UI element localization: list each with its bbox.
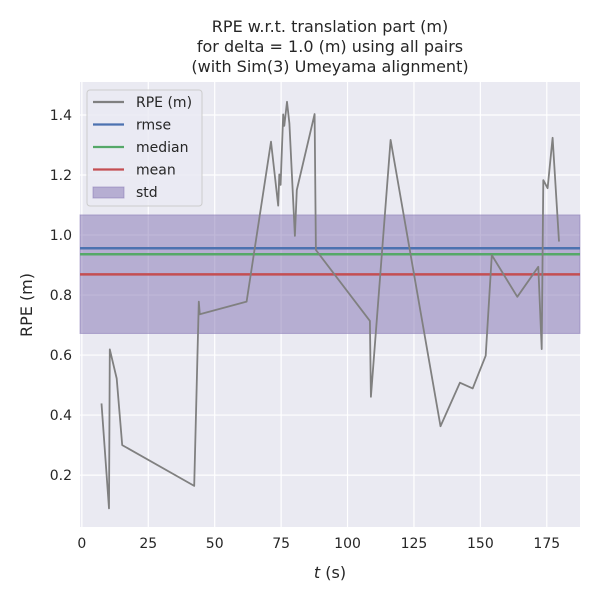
y-tick-label: 0.8 (50, 288, 72, 304)
y-tick-label: 1.2 (50, 168, 72, 184)
legend-label: mean (136, 163, 176, 179)
y-tick-label: 0.2 (50, 468, 72, 484)
x-tick-label: 125 (401, 536, 428, 552)
legend-box (86, 89, 203, 207)
x-tick-label: 50 (206, 536, 224, 552)
legend-swatch (92, 186, 125, 199)
x-tick-label: 75 (272, 536, 290, 552)
y-tick-label: 1.4 (50, 108, 72, 124)
x-tick-label: 150 (467, 536, 494, 552)
chart-title-line-1: RPE w.r.t. translation part (m) (212, 17, 448, 36)
x-tick-label: 0 (77, 536, 86, 552)
x-tick-label: 100 (334, 536, 361, 552)
chart-title-line-2: for delta = 1.0 (m) using all pairs (197, 37, 463, 56)
x-axis-label: t (s) (314, 563, 346, 582)
y-tick-label: 1.0 (50, 228, 72, 244)
legend: RPE (m) rmse median mean std (86, 89, 203, 207)
legend-label: median (136, 140, 188, 156)
x-tick-label: 25 (139, 536, 157, 552)
x-tick-label: 175 (533, 536, 560, 552)
legend-label: RPE (m) (136, 95, 192, 111)
y-tick-label: 0.4 (50, 408, 72, 424)
legend-label: std (136, 185, 158, 201)
y-axis-label: RPE (m) (17, 273, 36, 337)
y-tick-label: 0.6 (50, 348, 72, 364)
legend-label: rmse (136, 118, 171, 134)
chart-title-line-3: (with Sim(3) Umeyama alignment) (191, 57, 468, 76)
rpe-series-line (100, 100, 560, 510)
